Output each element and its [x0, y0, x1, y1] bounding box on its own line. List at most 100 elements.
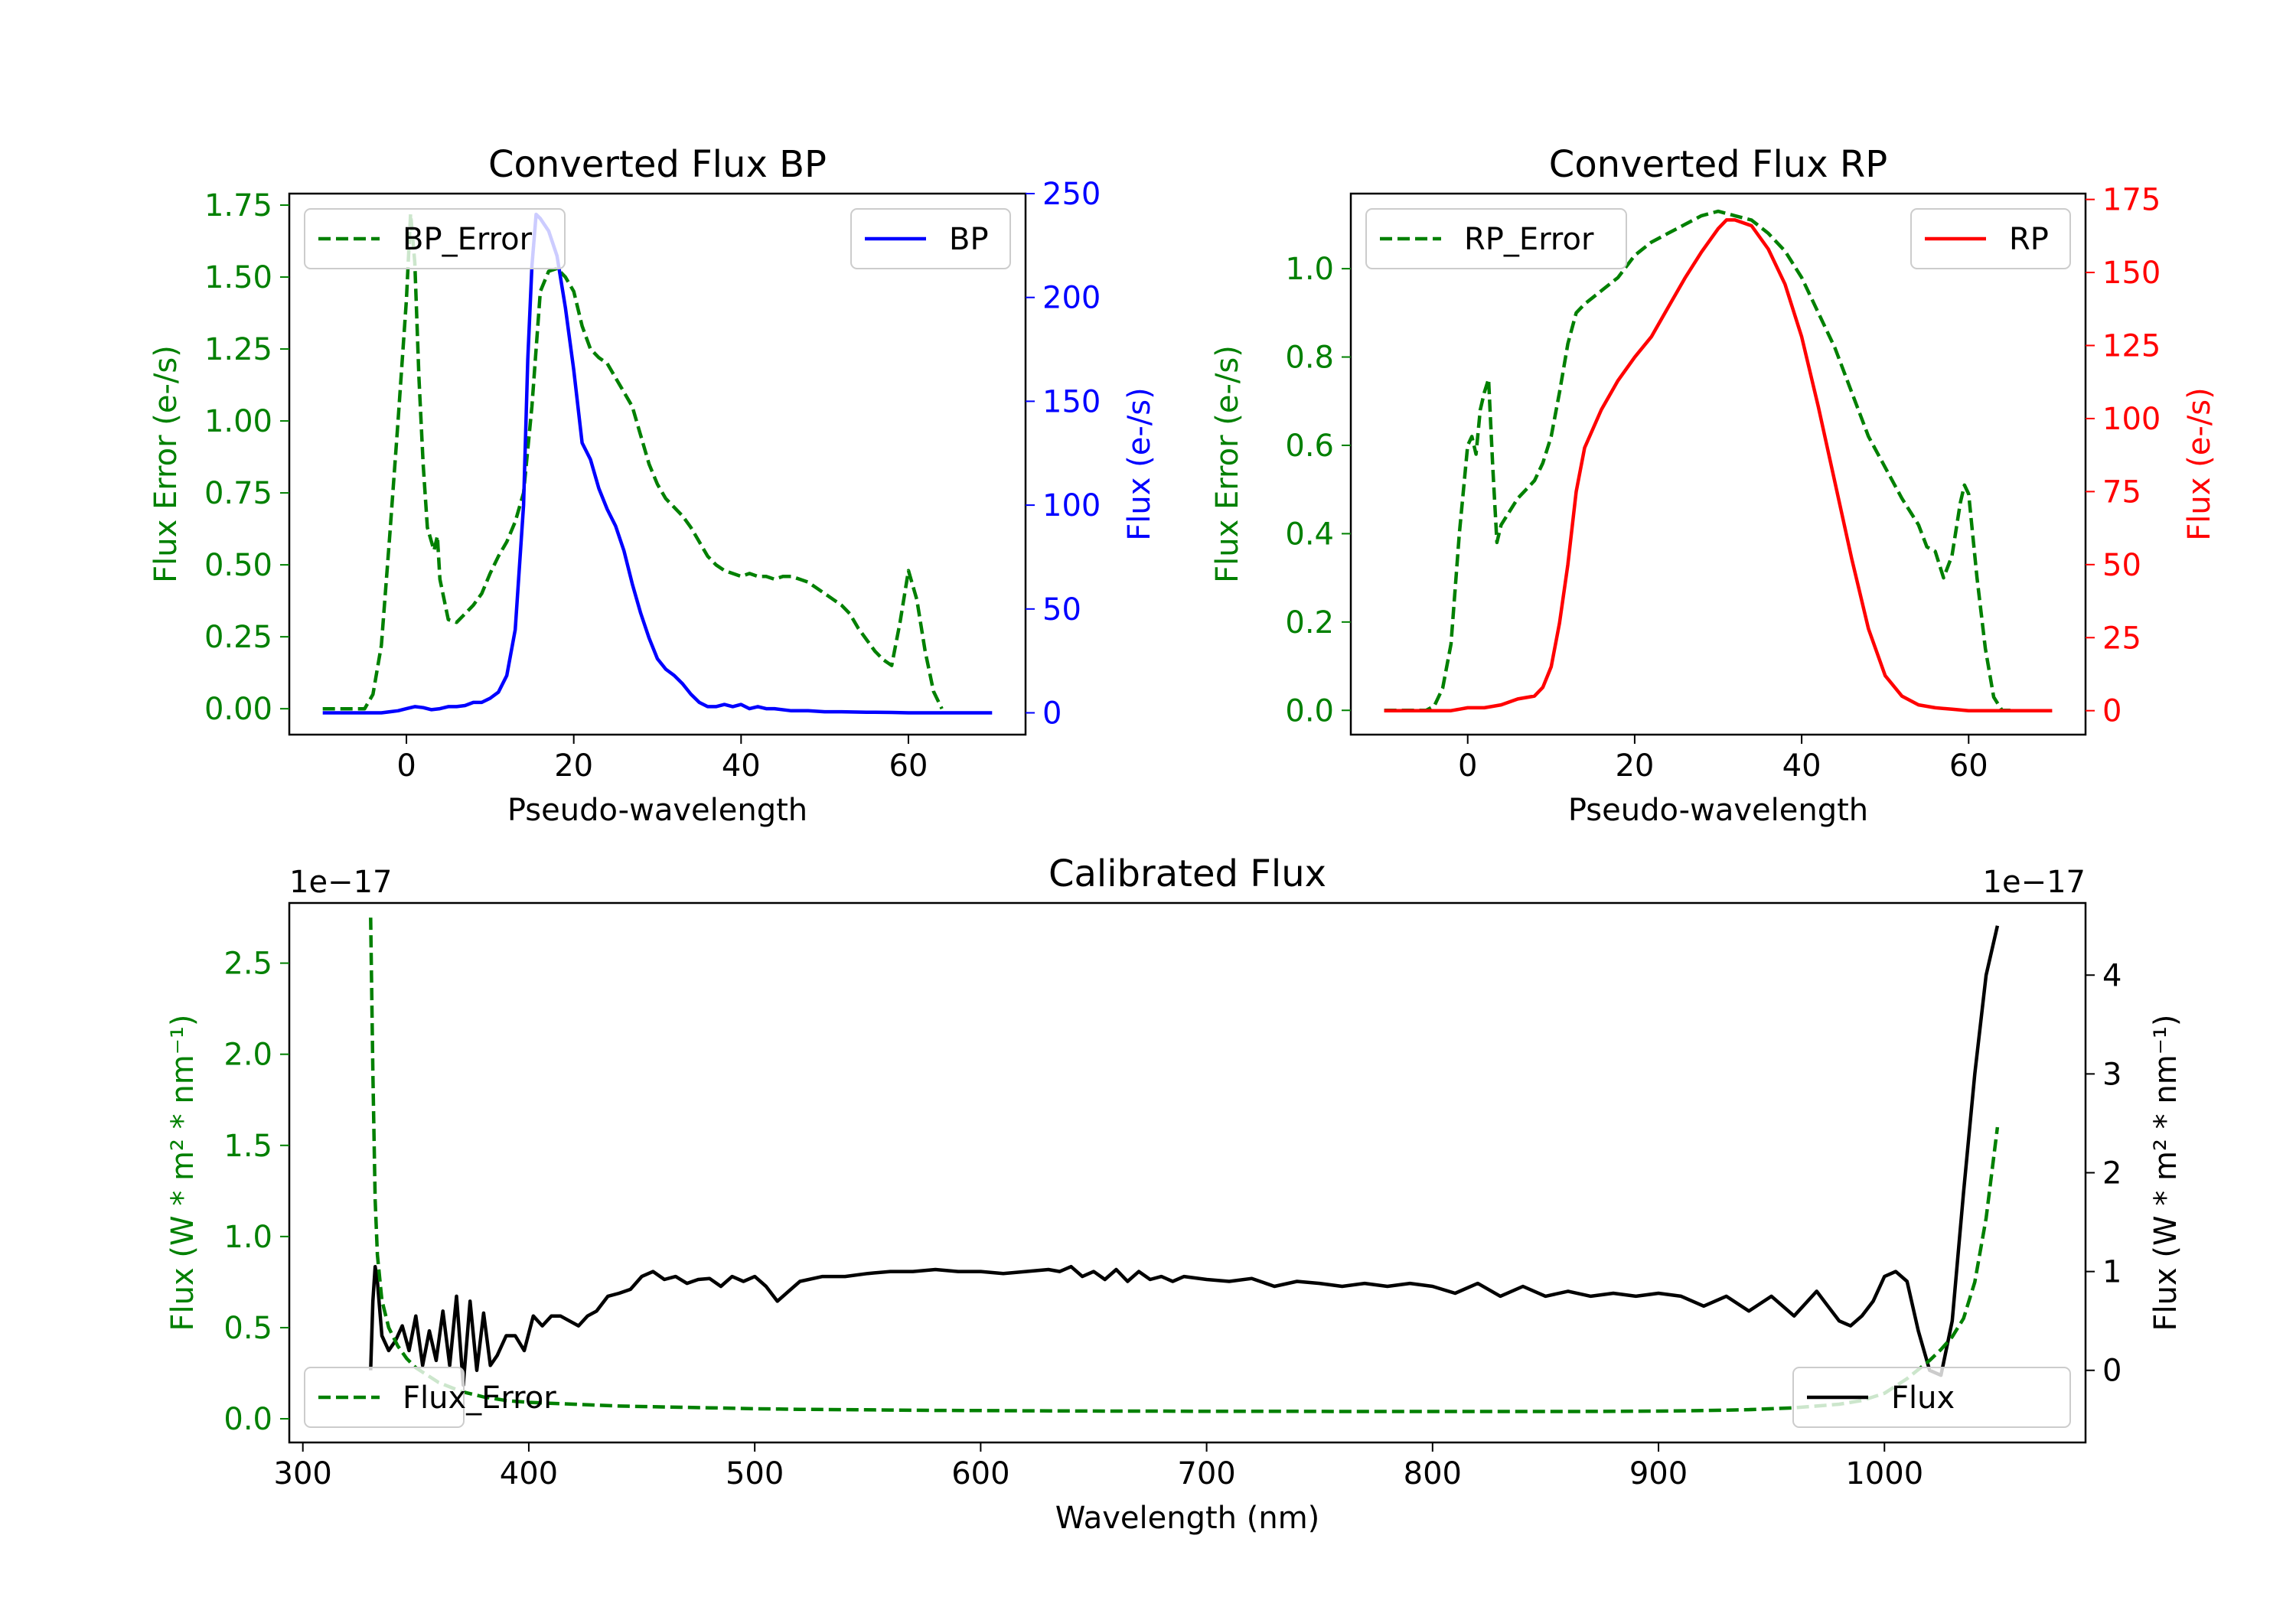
- y-left-tick-label: 1.50: [204, 260, 272, 295]
- x-tick-label: 40: [1782, 748, 1821, 784]
- y-right-tick-label: 100: [1042, 488, 1101, 523]
- y-right-tick-label: 1: [2102, 1255, 2122, 1290]
- panel-converted-flux-rp: 0 20 40 60 0.0 0.2 0.4 0.6 0.8 1.0 0 25 50 75 100 125 15…: [1210, 143, 2217, 828]
- y-left-tick-label: 1.5: [223, 1129, 272, 1164]
- y-left-tick-label: 0.6: [1285, 429, 1334, 464]
- x-tick-label: 20: [1615, 748, 1654, 784]
- y-left-tick-label: 1.00: [204, 404, 272, 439]
- x-tick-label: 0: [396, 748, 416, 784]
- x-tick-label: 900: [1629, 1456, 1688, 1491]
- y-left-tick-label: 1.0: [223, 1220, 272, 1255]
- legend-rp: RP: [1910, 208, 2071, 269]
- legend-label: Flux: [1891, 1380, 1955, 1416]
- series-group: [322, 212, 993, 715]
- series-line-flux: [369, 925, 2000, 1387]
- y-left-tick-label: 0.4: [1285, 517, 1334, 552]
- x-tick-label: 700: [1177, 1456, 1235, 1491]
- y-right-tick-label: 125: [2102, 329, 2161, 364]
- y-left-tick-label: 0.25: [204, 620, 272, 655]
- y-left-tick-label: 0.00: [204, 692, 272, 727]
- y-right-tick-label: 175: [2102, 183, 2161, 218]
- y-right-tick-label: 0: [2102, 1354, 2122, 1389]
- legend-bp: BP: [850, 208, 1011, 269]
- chart-title: Calibrated Flux: [1049, 852, 1326, 895]
- y-left-tick-label: 1.0: [1285, 252, 1334, 287]
- panel-converted-flux-bp: 0 20 40 60 0.00 0.25 0.50 0.75 1.00 1.25 1.50 1.75 0…: [148, 143, 1157, 828]
- y-left-axis-label: Flux Error (e-/s): [1210, 345, 1245, 583]
- y-left-axis-label: Flux (W * m² * nm⁻¹): [165, 1015, 201, 1332]
- offset-label-left: 1e−17: [289, 865, 392, 900]
- x-tick-label: 40: [722, 748, 761, 784]
- panel-calibrated-flux: 300 400 500 600 700 800 900 1000 0.0 0.5 1.0 1.5 2.0…: [165, 852, 2183, 1536]
- y-left-tick-label: 1.75: [204, 188, 272, 223]
- y-left-tick-label: 0.5: [223, 1311, 272, 1346]
- y-left-tick-label: 0.0: [1285, 693, 1334, 729]
- y-right-tick-label: 150: [2102, 256, 2161, 291]
- series-line-bp-error: [322, 212, 944, 711]
- legend-rp-error: RP_Error: [1365, 208, 1627, 269]
- legend-box: [304, 208, 566, 269]
- x-tick-label: 1000: [1845, 1456, 1923, 1491]
- legend-box: [850, 208, 1011, 269]
- plot-frame: [1349, 192, 2087, 736]
- plot-frame: [288, 901, 2087, 1444]
- chart-title: Converted Flux RP: [1549, 143, 1887, 186]
- plot-frame: [288, 192, 1027, 736]
- legend-flux: Flux: [1792, 1367, 2071, 1428]
- y-right-tick-label: 150: [1042, 384, 1101, 419]
- series-line-rp: [1384, 218, 2053, 712]
- y-right-tick-label: 0: [2102, 694, 2122, 729]
- series-group: [1384, 209, 2053, 712]
- y-left-axis-label: Flux Error (e-/s): [148, 345, 184, 583]
- y-right-axis-label: Flux (e-/s): [1122, 387, 1157, 540]
- series-group: [369, 918, 2000, 1413]
- x-tick-label: 600: [951, 1456, 1009, 1491]
- legend-label: RP: [2009, 222, 2049, 257]
- y-right-tick-label: 25: [2102, 621, 2141, 656]
- x-tick-label: 60: [889, 748, 928, 784]
- y-left-tick-label: 0.75: [204, 476, 272, 511]
- legend-bp-error: BP_Error: [304, 208, 566, 269]
- x-axis-label: Pseudo-wavelength: [1568, 793, 1868, 828]
- legend-label: BP_Error: [403, 222, 533, 257]
- y-right-tick-label: 4: [2102, 958, 2122, 993]
- y-right-tick-label: 50: [2102, 548, 2141, 583]
- legend-flux-error: Flux_Error: [304, 1367, 556, 1428]
- y-left-tick-label: 0.50: [204, 548, 272, 583]
- x-tick-label: 0: [1458, 748, 1477, 784]
- offset-label-right: 1e−17: [1983, 865, 2086, 900]
- legend-label: RP_Error: [1464, 222, 1594, 257]
- y-left-tick-label: 0.0: [223, 1402, 272, 1437]
- series-line-rp-error: [1384, 209, 2011, 712]
- x-tick-label: 400: [500, 1456, 558, 1491]
- legend-box: [1365, 208, 1627, 269]
- x-tick-label: 20: [554, 748, 593, 784]
- x-tick-label: 500: [726, 1456, 784, 1491]
- y-left-tick-label: 2.0: [223, 1038, 272, 1073]
- y-right-axis-label: Flux (e-/s): [2182, 387, 2217, 540]
- legend-box: [1792, 1367, 2071, 1428]
- y-left-tick-label: 0.2: [1285, 605, 1334, 641]
- legend-box: [304, 1367, 465, 1428]
- x-tick-label: 800: [1404, 1456, 1462, 1491]
- y-right-tick-label: 2: [2102, 1156, 2122, 1191]
- y-right-axis-label: Flux (W * m² * nm⁻¹): [2148, 1015, 2183, 1332]
- series-line-bp: [322, 212, 993, 715]
- legend-label: Flux_Error: [403, 1380, 556, 1416]
- y-right-tick-label: 250: [1042, 177, 1101, 212]
- y-left-tick-label: 1.25: [204, 332, 272, 367]
- chart-title: Converted Flux BP: [488, 143, 827, 186]
- y-left-tick-label: 2.5: [223, 947, 272, 982]
- y-right-tick-label: 50: [1042, 592, 1081, 627]
- y-left-tick-label: 0.8: [1285, 341, 1334, 376]
- legend-box: [1910, 208, 2071, 269]
- x-tick-label: 300: [274, 1456, 332, 1491]
- x-axis-label: Wavelength (nm): [1055, 1501, 1320, 1536]
- y-right-tick-label: 3: [2102, 1057, 2122, 1092]
- legend-label: BP: [949, 222, 989, 257]
- x-axis-label: Pseudo-wavelength: [507, 793, 807, 828]
- y-right-tick-label: 75: [2102, 474, 2141, 510]
- series-line-flux-error: [369, 918, 2000, 1413]
- y-right-tick-label: 100: [2102, 402, 2161, 437]
